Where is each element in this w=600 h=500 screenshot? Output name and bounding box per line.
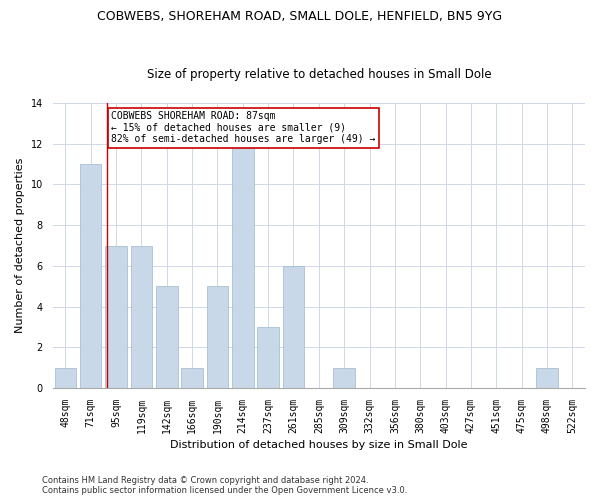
Bar (80, 164, 101, 388)
Bar (156, 286, 178, 388)
Title: Size of property relative to detached houses in Small Dole: Size of property relative to detached ho… (146, 68, 491, 81)
Text: COBWEBS, SHOREHAM ROAD, SMALL DOLE, HENFIELD, BN5 9YG: COBWEBS, SHOREHAM ROAD, SMALL DOLE, HENF… (97, 10, 503, 23)
Text: Contains HM Land Registry data © Crown copyright and database right 2024.
Contai: Contains HM Land Registry data © Crown c… (42, 476, 407, 495)
X-axis label: Distribution of detached houses by size in Small Dole: Distribution of detached houses by size … (170, 440, 467, 450)
Bar (283, 266, 304, 388)
Bar (232, 144, 254, 388)
Bar (536, 368, 558, 388)
Bar (206, 286, 228, 388)
Bar (55, 368, 76, 388)
Bar (105, 246, 127, 388)
Y-axis label: Number of detached properties: Number of detached properties (15, 158, 25, 333)
Bar (257, 327, 279, 388)
Bar (131, 246, 152, 388)
Bar (181, 368, 203, 388)
Bar (334, 368, 355, 388)
Text: COBWEBS SHOREHAM ROAD: 87sqm
← 15% of detached houses are smaller (9)
82% of sem: COBWEBS SHOREHAM ROAD: 87sqm ← 15% of de… (111, 111, 376, 144)
